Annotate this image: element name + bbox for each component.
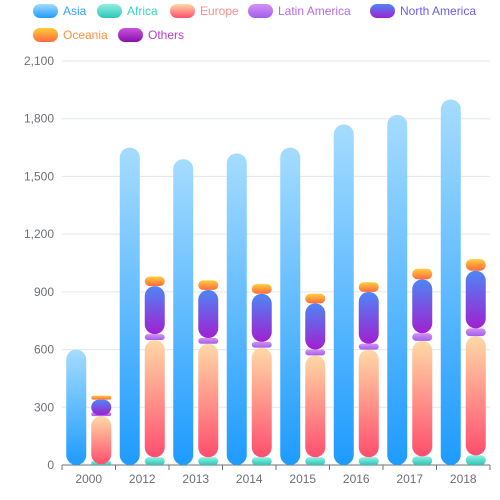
bar-oceania[interactable]	[465, 259, 486, 271]
axes: 0 300 600 900 1,200 1,500 1,800 2,100 2000 2012 20…	[24, 54, 491, 486]
legend-item-others[interactable]: Others	[118, 28, 184, 42]
legend-label: North America	[400, 4, 476, 18]
x-tick-label: 2018	[450, 472, 477, 486]
bar-oceania[interactable]	[412, 268, 433, 280]
x-tick-label: 2000	[75, 472, 102, 486]
bar-asia[interactable]	[440, 99, 461, 465]
legend-swatch	[370, 4, 395, 18]
bar-europe[interactable]	[251, 347, 272, 458]
bar-north-america[interactable]	[144, 286, 165, 335]
bar-europe[interactable]	[412, 340, 433, 457]
legend-item-latin-america[interactable]: Latin America	[248, 4, 351, 18]
y-tick-label: 900	[34, 285, 54, 299]
bar-europe[interactable]	[91, 416, 112, 465]
bar-north-america[interactable]	[251, 293, 272, 342]
legend-label: Europe	[200, 4, 239, 18]
bar-oceania[interactable]	[251, 284, 272, 294]
legend-label: Africa	[127, 4, 158, 18]
bar-europe[interactable]	[358, 349, 379, 458]
legend-item-europe[interactable]: Europe	[170, 4, 239, 18]
bar-asia[interactable]	[173, 159, 194, 465]
bar-latin-america[interactable]	[412, 333, 433, 341]
bar-africa[interactable]	[198, 457, 219, 465]
bar-europe[interactable]	[198, 343, 219, 458]
bar-oceania[interactable]	[358, 282, 379, 292]
bar-latin-america[interactable]	[358, 343, 379, 350]
bar-asia[interactable]	[387, 114, 408, 465]
bar-africa[interactable]	[412, 456, 433, 465]
legend-item-oceania[interactable]: Oceania	[33, 28, 108, 42]
y-tick-label: 2,100	[24, 54, 54, 68]
bar-asia[interactable]	[66, 349, 87, 465]
y-tick-label: 1,500	[24, 169, 54, 183]
bar-oceania[interactable]	[305, 293, 326, 304]
bar-africa[interactable]	[305, 457, 326, 465]
bar-oceania[interactable]	[144, 276, 165, 287]
bar-africa[interactable]	[251, 457, 272, 465]
bar-asia[interactable]	[333, 124, 354, 465]
bar-north-america[interactable]	[358, 291, 379, 344]
legend-label: Oceania	[63, 28, 108, 42]
y-tick-label: 600	[34, 343, 54, 357]
legend[interactable]: Asia Africa Europe Latin America North Ameri…	[33, 4, 476, 42]
legend-swatch	[170, 4, 195, 18]
y-tick-label: 1,800	[24, 112, 54, 126]
bar-north-america[interactable]	[465, 270, 486, 329]
bar-latin-america[interactable]	[198, 338, 219, 344]
bar-north-america[interactable]	[91, 399, 112, 415]
legend-label: Asia	[63, 4, 87, 18]
bars	[66, 99, 486, 466]
legend-item-north-america[interactable]: North America	[370, 4, 476, 18]
legend-swatch	[33, 4, 58, 18]
legend-item-africa[interactable]: Africa	[97, 4, 158, 18]
bar-north-america[interactable]	[198, 289, 219, 339]
x-tick-label: 2013	[182, 472, 209, 486]
x-tick-label: 2015	[289, 472, 316, 486]
y-tick-label: 300	[34, 400, 54, 414]
legend-swatch	[33, 28, 58, 42]
legend-label: Latin America	[278, 4, 351, 18]
bar-latin-america[interactable]	[251, 341, 272, 348]
bar-asia[interactable]	[119, 147, 140, 466]
x-tick-label: 2017	[396, 472, 423, 486]
bar-oceania[interactable]	[91, 395, 112, 400]
bar-africa[interactable]	[465, 455, 486, 465]
x-tick-label: 2014	[236, 472, 263, 486]
y-tick-label: 1,200	[24, 227, 54, 241]
legend-swatch	[248, 4, 273, 18]
bar-europe[interactable]	[305, 355, 326, 458]
legend-swatch	[97, 4, 122, 18]
x-tick-label: 2016	[343, 472, 370, 486]
x-tick-label: 2012	[129, 472, 156, 486]
bar-latin-america[interactable]	[144, 334, 165, 340]
bar-latin-america[interactable]	[305, 349, 326, 356]
bar-asia[interactable]	[280, 147, 301, 466]
legend-item-asia[interactable]: Asia	[33, 4, 87, 18]
bar-latin-america[interactable]	[465, 328, 486, 337]
bar-oceania[interactable]	[198, 280, 219, 290]
legend-label: Others	[148, 28, 184, 42]
bar-north-america[interactable]	[412, 279, 433, 334]
legend-swatch	[118, 28, 143, 42]
bar-europe[interactable]	[465, 336, 486, 456]
bar-africa[interactable]	[358, 457, 379, 465]
y-tick-label: 0	[47, 458, 54, 472]
bar-asia[interactable]	[226, 153, 247, 466]
bar-africa[interactable]	[144, 457, 165, 465]
bar-north-america[interactable]	[305, 303, 326, 350]
bar-europe[interactable]	[144, 339, 165, 458]
